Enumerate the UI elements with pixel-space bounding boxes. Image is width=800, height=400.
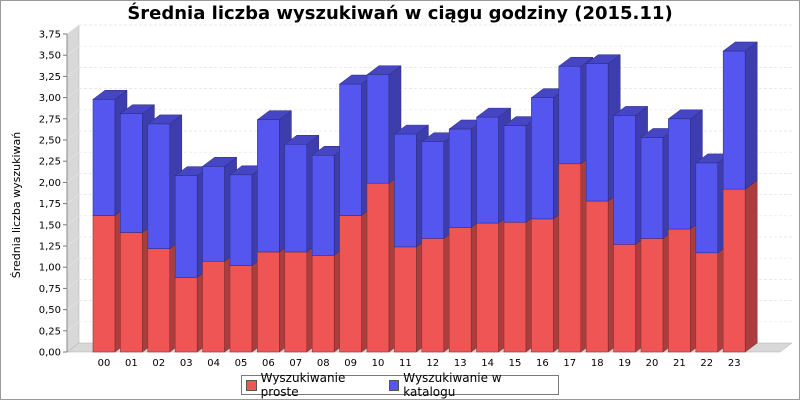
plot-area: 0,00 0,25 0,50 0,75 1,00 1,25 1,50 1,75 2,00 2,25… bbox=[39, 24, 793, 369]
x-tick-label: 12 bbox=[426, 358, 439, 369]
legend-swatch-catalog bbox=[388, 379, 400, 391]
y-tick-label: 2,50 bbox=[39, 136, 61, 147]
gridline-side bbox=[66, 67, 80, 77]
x-tick-label: 09 bbox=[344, 358, 357, 369]
y-axis-label: Średnia liczba wyszukiwań bbox=[10, 132, 23, 279]
y-tick-label: 3,25 bbox=[39, 72, 61, 83]
x-tick-label: 02 bbox=[152, 358, 165, 369]
x-tick-label: 07 bbox=[289, 358, 302, 369]
x-tick-label: 19 bbox=[618, 358, 631, 369]
y-tick-label: 0,75 bbox=[39, 284, 61, 295]
x-tick-label: 06 bbox=[262, 358, 275, 369]
y-tick-label: 1,75 bbox=[39, 199, 61, 210]
legend-label-simple: Wyszukiwanie proste bbox=[260, 371, 346, 399]
legend-swatch-simple bbox=[246, 379, 257, 391]
y-tick-label: 0,50 bbox=[39, 305, 61, 316]
x-tick-label: 17 bbox=[563, 358, 576, 369]
gridline-side bbox=[66, 279, 80, 289]
x-tick-label: 16 bbox=[536, 358, 549, 369]
legend-label-catalog: Wyszukiwanie w katalogu bbox=[403, 371, 502, 399]
y-tick-label: 3,50 bbox=[39, 51, 61, 62]
x-tick-label: 01 bbox=[125, 358, 138, 369]
gridline-side bbox=[66, 173, 80, 183]
y-tick-label: 0,25 bbox=[39, 326, 61, 337]
gridline-side bbox=[66, 321, 80, 332]
y-tick-label: 2,75 bbox=[39, 114, 61, 125]
y-tick-label: 2,00 bbox=[39, 178, 61, 189]
x-tick-label: 15 bbox=[509, 358, 522, 369]
x-tick-label: 04 bbox=[207, 358, 220, 369]
x-tick-label: 00 bbox=[98, 358, 111, 369]
gridline-side bbox=[66, 130, 80, 141]
x-tick-label: 13 bbox=[454, 358, 467, 369]
gridline-side bbox=[66, 300, 80, 310]
x-tick-label: 05 bbox=[235, 358, 248, 369]
x-tick-label: 18 bbox=[591, 358, 604, 369]
gridline-side bbox=[66, 215, 80, 226]
x-tick-label: 03 bbox=[180, 358, 193, 369]
y-tick-label: 0,00 bbox=[39, 348, 61, 359]
y-tick-label: 3,00 bbox=[39, 93, 61, 104]
legend-item-simple: Wyszukiwanie proste bbox=[246, 371, 383, 399]
x-tick-label: 08 bbox=[317, 358, 330, 369]
legend: Wyszukiwanie proste Wyszukiwanie w katal… bbox=[241, 371, 559, 399]
x-tick-label: 23 bbox=[728, 358, 741, 369]
bar-catalog-23 bbox=[722, 41, 758, 190]
x-tick-label: 11 bbox=[399, 358, 412, 369]
plot-side-wall bbox=[66, 24, 80, 353]
gridline-side bbox=[66, 24, 80, 35]
gridline-side bbox=[66, 236, 80, 247]
gridline-side bbox=[66, 151, 80, 162]
gridline-side bbox=[66, 45, 80, 56]
x-tick-label: 10 bbox=[372, 358, 385, 369]
y-tick-label: 1,25 bbox=[39, 242, 61, 253]
x-tick-label: 14 bbox=[481, 358, 494, 369]
x-tick-label: 20 bbox=[646, 358, 659, 369]
gridline-side bbox=[66, 194, 80, 204]
y-tick-label: 1,50 bbox=[39, 220, 61, 231]
gridline-side bbox=[66, 257, 80, 268]
legend-item-catalog: Wyszukiwanie w katalogu bbox=[388, 371, 552, 399]
gridline-side bbox=[66, 88, 80, 98]
y-tick-label: 2,25 bbox=[39, 157, 61, 168]
x-tick-label: 21 bbox=[673, 358, 686, 369]
gridline-side bbox=[66, 109, 80, 120]
chart-title: Średnia liczba wyszukiwań w ciągu godzin… bbox=[127, 2, 672, 24]
y-tick-label: 1,00 bbox=[39, 263, 61, 274]
x-tick-label: 22 bbox=[700, 358, 713, 369]
y-tick-label: 3,75 bbox=[39, 30, 61, 41]
bar-simple-23 bbox=[722, 179, 758, 353]
